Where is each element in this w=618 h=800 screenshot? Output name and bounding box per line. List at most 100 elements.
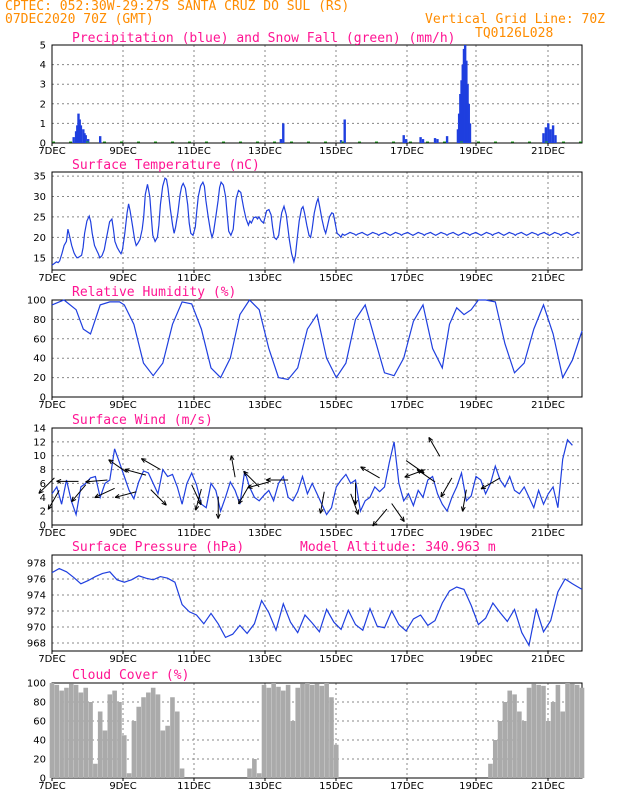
cloud-bar: [550, 702, 556, 778]
header-grid-line: Vertical Grid Line: 70Z: [425, 12, 606, 27]
cloud-xtick-label: 19DEC: [459, 781, 493, 792]
pres-ytick-label: 978: [27, 559, 46, 570]
cloud-bar: [54, 684, 60, 778]
cloud-bar: [107, 694, 113, 778]
wind-vector: [350, 493, 359, 515]
wind-arrowhead: [480, 484, 487, 490]
wind-vector: [416, 469, 436, 483]
cloud-bar: [121, 735, 127, 778]
cloud-bar: [295, 687, 301, 778]
wind-arrowhead: [404, 473, 410, 478]
cloud-bar: [517, 711, 522, 778]
cloud-bar: [117, 702, 122, 778]
cloud-bar: [314, 683, 320, 778]
precip-bar: [457, 113, 461, 143]
rh-xtick-label: 9DEC: [109, 400, 136, 411]
precip-bar: [542, 133, 545, 143]
wind-vector: [462, 489, 467, 512]
temp-panel: 15 20 25 30 35 7DEC 9DEC 11DEC 13DEC 15DEC 17DEC 19…: [33, 158, 583, 284]
temp-xtick-label: 15DEC: [319, 273, 353, 284]
precip-xtick-label: 21DEC: [531, 146, 565, 157]
cloud-bar: [324, 683, 329, 778]
pres-xtick-label: 13DEC: [248, 654, 282, 665]
cloud-bar: [492, 740, 498, 778]
precip-xtick-label: 9DEC: [109, 146, 136, 157]
wind-vector: [124, 468, 147, 476]
wind-arrowhead: [94, 493, 100, 499]
cloud-ytick-label: 60: [33, 717, 46, 728]
cloud-xtick-label: 21DEC: [531, 781, 565, 792]
cloud-bar: [319, 685, 325, 778]
wind-arrowhead: [215, 513, 221, 519]
cloud-bar: [83, 687, 89, 778]
wind-ytick-label: 6: [40, 479, 46, 490]
precip-bar: [461, 64, 464, 143]
rh-xtick-label: 11DEC: [177, 400, 211, 411]
cloud-bar: [541, 685, 546, 778]
wind-xtick-label: 9DEC: [109, 528, 136, 539]
cloud-xtick-label: 9DEC: [109, 781, 136, 792]
pres-ytick-label: 974: [27, 591, 46, 602]
precip-bar: [456, 129, 460, 143]
precip-ytick-label: 3: [40, 80, 46, 91]
temp-xtick-label: 19DEC: [459, 273, 493, 284]
rh-xtick-label: 21DEC: [531, 400, 565, 411]
cloud-bar: [285, 684, 291, 778]
wind-vector: [94, 487, 115, 499]
precip-bar: [83, 133, 86, 143]
cloud-bar: [146, 692, 151, 778]
wind-arrowhead: [416, 468, 423, 474]
cloud-bar: [565, 683, 570, 778]
precip-bar: [547, 123, 550, 143]
cloud-bar: [333, 744, 339, 778]
cloud-bar: [512, 694, 517, 778]
wind-ytick-label: 0: [40, 521, 46, 532]
cloud-bar: [555, 684, 561, 778]
wind-ytick-label: 8: [40, 465, 46, 476]
cloud-xtick-label: 11DEC: [177, 781, 211, 792]
wind-arrowhead: [85, 479, 91, 484]
wind-arrowhead: [360, 466, 366, 472]
wind-panel: 0 2 4 6 8 10 12 14 7DEC 9DEC 11DEC 13DEC 15DEC 17DEC 1…: [33, 413, 583, 539]
cloud-bar: [300, 683, 305, 778]
precip-bar: [460, 80, 463, 143]
precip-bar: [421, 139, 425, 143]
pres-frame: [51, 554, 583, 652]
rh-xtick-label: 7DEC: [38, 400, 65, 411]
wind-vector: [247, 481, 269, 489]
rh-xtick-label: 15DEC: [319, 400, 353, 411]
cloud-bar: [64, 687, 69, 778]
cloud-bar: [570, 683, 575, 778]
wind-vector: [372, 508, 388, 527]
cloud-bar: [174, 711, 180, 778]
cloud-bar: [290, 721, 296, 778]
wind-vector: [38, 477, 55, 494]
wind-arrowhead: [247, 484, 253, 489]
precip-ytick-label: 4: [40, 60, 46, 71]
rh-panel: 0 20 40 60 80 100 7DEC 9DEC 11DEC 13DEC 15DEC 17DEC…: [27, 285, 583, 411]
wind-vector: [230, 455, 236, 478]
wind-arrowhead: [194, 505, 200, 511]
wind-arrowhead: [47, 504, 53, 510]
cloud-bar: [179, 768, 185, 778]
wind-arrowhead: [71, 496, 77, 503]
precip-panel: 0 1 2 3 4 5 7DEC 9DEC 11DEC 13DEC 15DEC 17DEC 19DEC 2…: [38, 31, 583, 157]
precip-bar: [462, 48, 466, 143]
temp-xtick-label: 13DEC: [248, 273, 282, 284]
precip-bar: [279, 139, 283, 143]
rh-title: Relative Humidity (%): [72, 285, 236, 300]
cloud-bar: [141, 697, 146, 778]
precip-xtick-label: 11DEC: [177, 146, 211, 157]
precip-bar: [467, 103, 470, 143]
precip-bar: [72, 137, 75, 143]
temp-frame: [51, 171, 583, 271]
wind-arrowhead: [243, 470, 249, 477]
precip-bar: [343, 119, 346, 143]
precip-bar: [466, 84, 469, 143]
cloud-bar: [280, 690, 286, 778]
precip-xtick-label: 17DEC: [390, 146, 424, 157]
precip-bar: [76, 125, 79, 143]
wind-arrowhead: [265, 477, 271, 483]
wind-vector: [404, 469, 426, 478]
wind-ytick-label: 4: [40, 493, 46, 504]
